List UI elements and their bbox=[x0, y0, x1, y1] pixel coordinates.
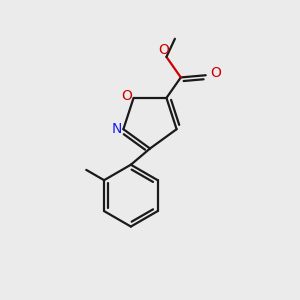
Text: O: O bbox=[210, 66, 221, 80]
Text: O: O bbox=[158, 44, 169, 57]
Text: N: N bbox=[112, 122, 122, 136]
Text: O: O bbox=[122, 89, 133, 103]
